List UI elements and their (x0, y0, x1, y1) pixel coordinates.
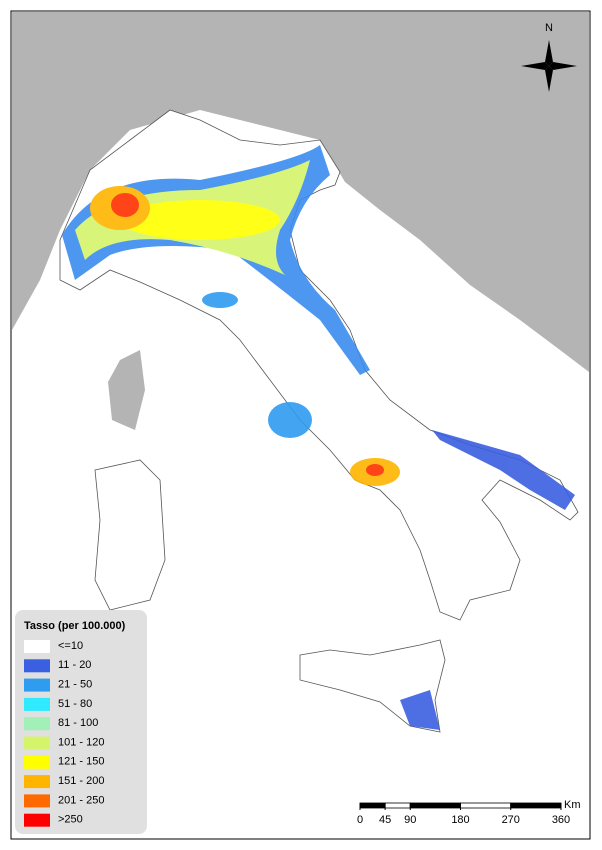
sardinia (94, 459, 166, 611)
legend-label: 11 - 20 (58, 659, 91, 671)
rate-area (432, 430, 575, 510)
legend: <=10 11 - 20 21 - 50 51 - 80 81 - 100 101 - 1… (24, 640, 104, 827)
north-arrow: N (521, 22, 577, 92)
legend-swatch (24, 813, 50, 827)
legend-swatch (24, 736, 50, 750)
legend-label: 101 - 120 (58, 736, 104, 748)
legend-swatch (24, 697, 50, 711)
scale-label: 0 (357, 814, 363, 826)
scale-segment (359, 802, 386, 809)
legend-swatch (24, 755, 50, 769)
neighbor-land (12, 12, 589, 372)
legend-title: Tasso (per 100.000) (24, 620, 126, 632)
scale-bar: 0 45 90 180 270 360 Km (357, 799, 581, 826)
scale-label: 270 (502, 814, 520, 826)
scale-segment (510, 802, 562, 809)
legend-label: 81 - 100 (58, 717, 98, 729)
legend-swatch (24, 678, 50, 692)
legend-label: 121 - 150 (58, 756, 104, 768)
rate-area (400, 690, 440, 730)
scale-label: 360 (552, 814, 570, 826)
scale-label: 45 (379, 814, 391, 826)
scale-label: 180 (451, 814, 469, 826)
scale-label: 90 (404, 814, 416, 826)
corsica (108, 350, 145, 430)
rate-area (366, 464, 384, 476)
scale-segment (409, 802, 461, 809)
rate-areas (62, 145, 575, 730)
rate-area (111, 193, 139, 217)
legend-label: 21 - 50 (58, 679, 92, 691)
scale-segment (460, 802, 512, 809)
legend-swatch (24, 775, 50, 789)
legend-swatch (24, 640, 50, 653)
legend-label: 151 - 200 (58, 775, 104, 787)
legend-label: 201 - 250 (58, 794, 104, 806)
legend-swatch (24, 717, 50, 731)
rate-area (202, 292, 238, 308)
north-label: N (545, 22, 553, 34)
legend-label: >250 (58, 814, 83, 826)
legend-label: <=10 (58, 640, 83, 652)
legend-swatch (24, 794, 50, 808)
legend-label: 51 - 80 (58, 698, 92, 710)
rate-area (268, 402, 312, 438)
scale-segment (384, 802, 411, 809)
legend-swatch (24, 659, 50, 673)
scale-unit: Km (564, 799, 581, 811)
rate-area (120, 200, 280, 240)
